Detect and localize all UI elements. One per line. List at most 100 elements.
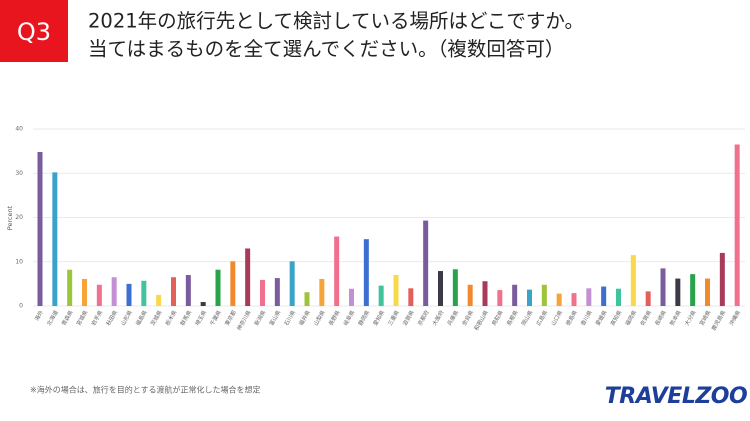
x-tick-label: 海外 — [33, 308, 46, 322]
x-tick-label: 青森県 — [60, 308, 75, 327]
x-tick-label: 鹿児島県 — [709, 308, 727, 331]
x-tick-label: 愛媛県 — [594, 308, 609, 327]
x-tick-label: 長崎県 — [653, 308, 668, 327]
x-tick-label: 徳島県 — [564, 308, 579, 327]
x-tick-label: 宮崎県 — [697, 308, 712, 327]
bar — [171, 277, 176, 306]
x-tick-label: 群馬県 — [178, 308, 193, 327]
bar — [512, 284, 518, 306]
bar — [586, 288, 592, 306]
y-tick-label: 30 — [15, 170, 23, 177]
x-tick-label: 神奈川県 — [235, 308, 253, 331]
x-tick-label: 静岡県 — [356, 308, 371, 327]
x-tick-label: 山口県 — [549, 308, 564, 327]
bar — [230, 261, 236, 306]
bar — [126, 283, 132, 306]
x-tick-label: 福島県 — [134, 308, 149, 327]
bar — [616, 288, 621, 306]
bar — [96, 284, 102, 306]
bar — [734, 144, 740, 306]
x-tick-label: 熊本県 — [668, 308, 683, 327]
x-tick-label: 富山県 — [267, 308, 282, 327]
bar — [52, 172, 58, 306]
x-tick-label: 岐阜県 — [341, 308, 356, 327]
bar — [156, 294, 162, 306]
x-tick-label: 香川県 — [579, 308, 594, 327]
x-tick-label: 大阪府 — [430, 308, 445, 327]
y-tick-label: 0 — [19, 303, 23, 310]
bar — [245, 248, 251, 306]
x-tick-label: 沖縄県 — [727, 308, 742, 327]
x-tick-label: 兵庫県 — [445, 308, 460, 327]
x-tick-label: 新潟県 — [252, 308, 267, 327]
x-tick-label: 和歌山県 — [472, 308, 490, 331]
logo: TRAVELZOO — [605, 384, 747, 409]
bar — [185, 275, 191, 306]
bar — [111, 277, 117, 306]
bar — [556, 293, 562, 306]
x-tick-label: 岩手県 — [89, 308, 104, 327]
bar — [423, 220, 429, 306]
bar — [482, 281, 488, 306]
x-tick-label: 山梨県 — [312, 308, 327, 327]
x-tick-label: 奈良県 — [460, 308, 475, 327]
x-tick-label: 栃木県 — [163, 308, 178, 327]
x-tick-label: 山形県 — [119, 308, 134, 327]
bar — [467, 284, 473, 306]
bar — [660, 268, 666, 306]
y-tick-label: 40 — [15, 126, 23, 133]
x-tick-label: 千葉県 — [208, 308, 223, 327]
badge: Q3 — [17, 18, 51, 46]
bar — [141, 280, 147, 306]
bar — [719, 252, 725, 306]
x-tick-label: 北海道 — [45, 308, 60, 327]
bar — [215, 269, 221, 306]
x-tick-label: 三重県 — [386, 308, 401, 327]
x-tick-label: 広島県 — [534, 308, 549, 327]
y-tick-label: 20 — [15, 214, 23, 221]
bar — [67, 269, 73, 306]
bar — [527, 289, 532, 306]
bar — [319, 279, 325, 306]
bar — [37, 152, 43, 306]
bar — [630, 255, 636, 306]
x-tick-label: 大分県 — [683, 308, 698, 327]
x-tick-label: 島根県 — [505, 308, 520, 327]
bar — [378, 285, 384, 306]
x-tick-label: 茨城県 — [149, 308, 164, 327]
x-tick-label: 京都府 — [416, 308, 431, 327]
x-tick-label: 鳥取県 — [490, 308, 505, 327]
bar — [349, 288, 354, 306]
x-tick-label: 埼玉県 — [193, 308, 208, 327]
bar — [363, 239, 369, 306]
bar — [82, 279, 87, 306]
x-tick-label: 秋田県 — [104, 308, 119, 327]
x-tick-label: 高知県 — [608, 308, 623, 327]
bar — [260, 279, 265, 306]
y-axis-label: Percent — [6, 205, 14, 230]
bar — [438, 271, 443, 306]
x-tick-label: 滋賀県 — [401, 308, 416, 327]
x-tick-label: 長野県 — [327, 308, 342, 327]
bar — [200, 302, 206, 306]
bar — [304, 292, 310, 306]
bar — [334, 236, 340, 306]
bar — [452, 269, 458, 306]
bar — [571, 293, 577, 306]
x-tick-label: 石川県 — [283, 309, 298, 327]
badge-box — [0, 0, 68, 62]
bar — [690, 274, 696, 306]
bar — [705, 278, 710, 306]
bar — [541, 284, 547, 306]
x-tick-label: 福井県 — [297, 308, 312, 327]
title-line: 当てはまるものを全て選んでください。（複数回答可） — [88, 38, 564, 61]
footnote: ※海外の場合は、旅行を目的とする渡航が正常化した場合を想定 — [30, 385, 260, 395]
bar — [393, 275, 399, 306]
x-tick-label: 福岡県 — [623, 308, 638, 327]
title-line: 2021年の旅行先として検討している場所はどこですか。 — [88, 10, 584, 33]
bar — [497, 290, 503, 306]
x-tick-label: 岡山県 — [519, 308, 534, 327]
bar — [675, 278, 681, 306]
bar — [645, 291, 651, 306]
